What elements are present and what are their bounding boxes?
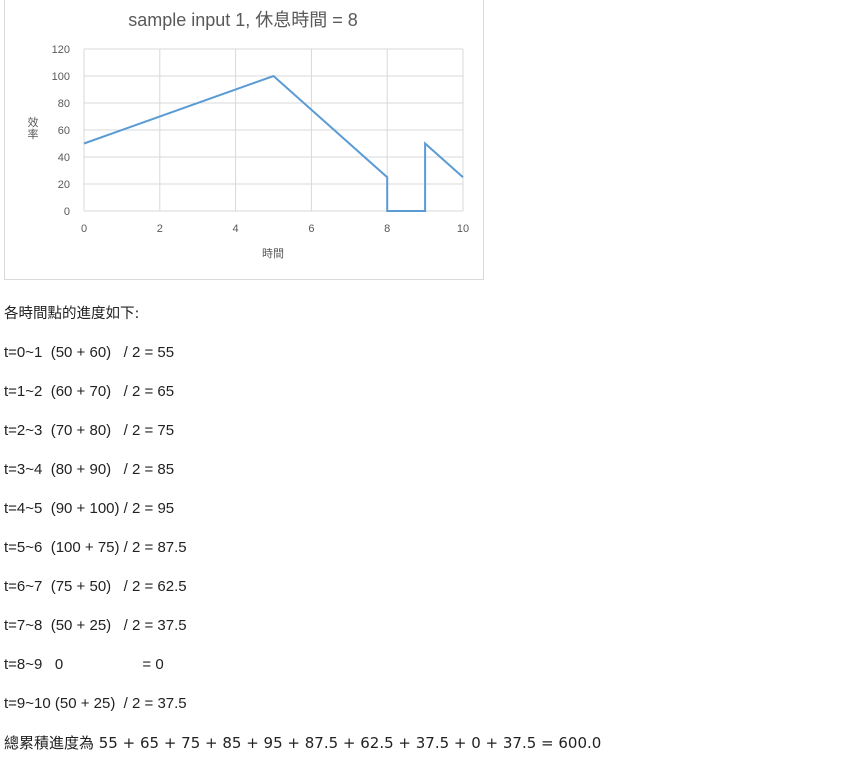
- x-tick-label: 2: [157, 223, 163, 235]
- progress-line: t=4~5 (90 + 100) / 2 = 95: [4, 500, 175, 517]
- y-tick-label: 20: [58, 179, 70, 191]
- chart-container: sample input 1, 休息時間 = 8 0 20 40 60 80 100 120…: [4, 0, 484, 280]
- progress-lines: t=0~1 (50 + 60) / 2 = 55 t=1~2 (60 + 70) …: [4, 343, 856, 714]
- progress-line: t=5~6 (100 + 75) / 2 = 87.5: [4, 539, 187, 556]
- x-tick-label: 0: [81, 223, 87, 235]
- y-tick-label: 100: [52, 71, 70, 83]
- y-tick-label: 120: [52, 44, 70, 56]
- progress-line: t=6~7 (75 + 50) / 2 = 62.5: [4, 578, 187, 595]
- line-chart: sample input 1, 休息時間 = 8 020406080100120…: [28, 10, 470, 260]
- chart-grid: [83, 48, 464, 212]
- x-axis-label: 時間: [262, 247, 284, 260]
- x-tick-label: 8: [384, 223, 390, 235]
- series-line: [83, 74, 464, 212]
- y-tick-label: 60: [58, 125, 70, 137]
- y-axis-label: 效率: [28, 115, 39, 141]
- intro-text: 各時間點的進度如下:: [4, 306, 140, 322]
- progress-line: t=3~4 (80 + 90) / 2 = 85: [4, 461, 175, 478]
- x-tick-label: 10: [457, 223, 469, 235]
- progress-line: t=0~1 (50 + 60) / 2 = 55: [4, 344, 175, 361]
- chart-title: sample input 1, 休息時間 = 8: [128, 10, 358, 30]
- explanation-text: 各時間點的進度如下: t=0~1 (50 + 60) / 2 = 55 t=1~2…: [4, 304, 856, 772]
- y-tick-label: 80: [58, 98, 70, 110]
- progress-line: t=9~10 (50 + 25) / 2 = 37.5: [4, 695, 187, 712]
- x-tick-label: 4: [233, 223, 239, 235]
- progress-line: t=2~3 (70 + 80) / 2 = 75: [4, 422, 175, 439]
- progress-line: t=1~2 (60 + 70) / 2 = 65: [4, 383, 175, 400]
- progress-line: t=8~9 0 = 0: [4, 656, 164, 673]
- y-tick-label: 0: [64, 206, 70, 218]
- x-tick-label: 6: [308, 223, 314, 235]
- y-tick-label: 40: [58, 152, 70, 164]
- progress-line: t=7~8 (50 + 25) / 2 = 37.5: [4, 617, 187, 634]
- chart-ticks: 0 20 40 60 80 100 120 0 2 4 6 8 10: [52, 44, 469, 235]
- total-text: 總累積進度為 55 + 65 + 75 + 85 + 95 + 87.5 + 6…: [4, 734, 602, 752]
